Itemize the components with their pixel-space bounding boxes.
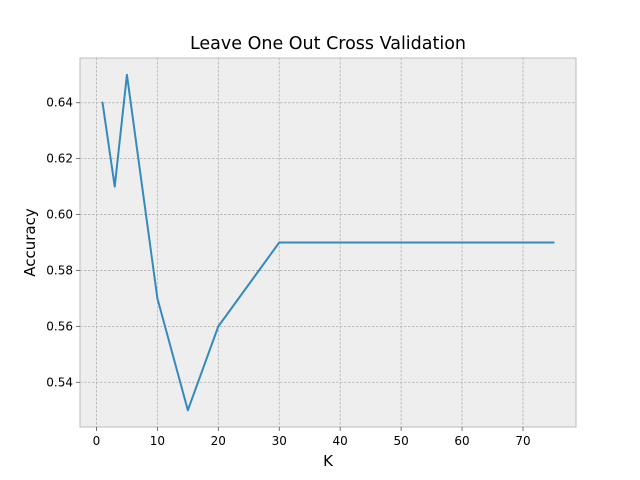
y-axis-label: Accuracy — [21, 208, 39, 277]
plot-frame — [79, 57, 577, 428]
x-tick-label: 50 — [393, 434, 408, 448]
chart-title: Leave One Out Cross Validation — [190, 34, 466, 54]
y-tick-label: 0.58 — [46, 263, 73, 277]
x-tick-label: 60 — [454, 434, 469, 448]
x-axis-label: K — [323, 452, 334, 470]
y-tick-label: 0.54 — [46, 375, 73, 389]
x-tick-label: 0 — [93, 434, 101, 448]
x-tick-label: 30 — [272, 434, 287, 448]
y-tick-label: 0.60 — [46, 208, 73, 222]
y-axis: 0.54 0.56 0.58 0.60 0.62 0.64 — [46, 96, 80, 389]
x-tick-label: 20 — [211, 434, 226, 448]
y-tick-label: 0.64 — [46, 96, 73, 110]
series-layer — [101, 73, 555, 412]
x-tick-label: 70 — [515, 434, 530, 448]
x-axis: 0 10 20 30 40 50 60 70 — [93, 427, 531, 448]
y-tick-label: 0.62 — [46, 152, 73, 166]
x-tick-label: 40 — [333, 434, 348, 448]
series-line — [101, 73, 555, 412]
x-tick-label: 10 — [150, 434, 165, 448]
y-tick-label: 0.56 — [46, 319, 73, 333]
